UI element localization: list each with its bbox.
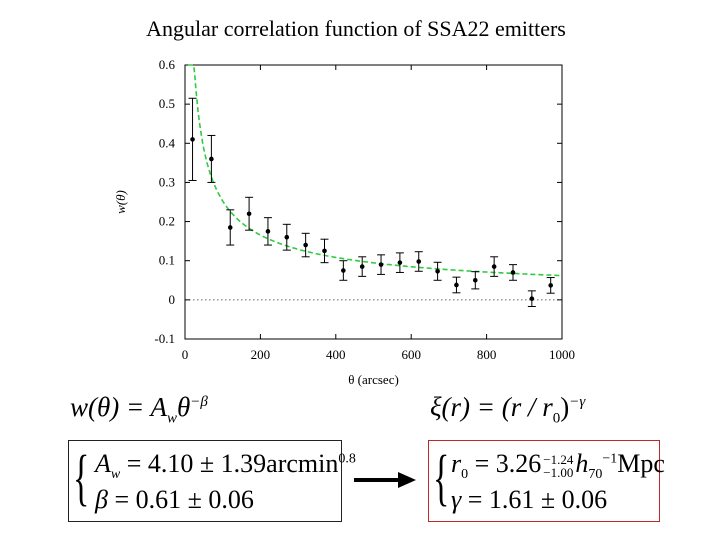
data-point — [190, 137, 195, 142]
data-point — [472, 277, 478, 283]
y-axis-label: w(θ) — [113, 190, 128, 214]
x-tick-label: 0 — [182, 347, 189, 362]
w-theta-equation: w(θ) = Awθ−β — [70, 392, 208, 427]
r0-var: r — [451, 449, 462, 478]
gamma-line: γ = 1.61 ± 0.06 — [451, 485, 607, 515]
r0-error-stack: −1.24 −1.00 — [543, 453, 573, 479]
x-tick-label: 1000 — [549, 347, 575, 362]
r0-unit: Mpc — [617, 449, 665, 478]
data-point — [548, 283, 553, 288]
beta-var: β — [95, 485, 108, 514]
data-point — [209, 156, 214, 162]
r0-err-up: −1.24 — [543, 452, 574, 468]
xi-eq-sub: 0 — [552, 410, 561, 427]
r0-err-down: −1.00 — [543, 465, 574, 481]
w-eq-lhs: w(θ) = A — [70, 392, 167, 422]
aw-unit-power: 0.8 — [338, 451, 356, 467]
y-tick-label: 0.6 — [159, 57, 176, 72]
left-brace: { — [73, 444, 90, 512]
aw-sub: w — [110, 467, 121, 483]
data-point — [435, 268, 440, 274]
aw-line: Aw = 4.10 ± 1.39arcmin0.8 — [95, 449, 356, 483]
y-tick-label: 0.1 — [159, 253, 175, 268]
h-sup: −1 — [602, 451, 618, 467]
y-tick-label: 0.5 — [159, 96, 175, 111]
data-point — [491, 264, 497, 269]
xi-eq-lhs: ξ(r) = (r / r — [430, 392, 553, 422]
h-var: h — [575, 449, 589, 478]
y-tick-label: -0.1 — [154, 331, 175, 346]
angular-fit-box: { Aw = 4.10 ± 1.39arcmin0.8 β = 0.61 ± 0… — [68, 440, 356, 522]
data-point — [454, 282, 459, 288]
w-eq-sup: −β — [190, 394, 208, 410]
data-point — [416, 259, 422, 264]
y-tick-label: 0 — [169, 292, 176, 307]
beta-value: = 0.61 ± 0.06 — [107, 485, 254, 514]
data-point — [341, 268, 346, 273]
w-eq-sub: w — [166, 410, 177, 427]
x-axis-label: θ (arcsec) — [348, 372, 399, 387]
data-point — [322, 248, 327, 254]
data-point — [265, 229, 271, 234]
r0-line: r0 = 3.26 −1.24 −1.00h70−1Mpc — [451, 449, 665, 483]
gamma-value: = 1.61 ± 0.06 — [461, 485, 608, 514]
r0-value: = 3.26 — [468, 449, 542, 478]
x-tick-label: 200 — [251, 347, 271, 362]
plot-frame — [184, 64, 563, 340]
data-point — [529, 296, 535, 301]
beta-line: β = 0.61 ± 0.06 — [95, 485, 254, 515]
right-brace: { — [433, 444, 450, 512]
data-point — [510, 270, 516, 275]
y-tick-label: 0.4 — [159, 135, 176, 150]
y-tick-label: 0.2 — [159, 214, 175, 229]
data-point — [284, 234, 290, 240]
r0-sub: 0 — [461, 467, 469, 483]
power-law-fit-line — [188, 64, 562, 277]
xi-r-equation: ξ(r) = (r / r0)−γ — [430, 392, 585, 427]
data-point — [227, 225, 233, 230]
x-tick-label: 800 — [477, 347, 497, 362]
data-point — [378, 262, 384, 267]
slide-title: Angular correlation function of SSA22 em… — [146, 16, 566, 41]
x-tick-label: 600 — [401, 347, 421, 362]
gamma-var: γ — [451, 485, 462, 514]
h-sub: 70 — [588, 467, 603, 483]
aw-value: = 4.10 ± 1.39arcmin — [120, 449, 339, 478]
data-point — [246, 211, 252, 217]
x-tick-label: 400 — [326, 347, 346, 362]
xi-eq-close: ) — [560, 392, 570, 422]
data-point — [359, 264, 365, 269]
data-point — [303, 242, 308, 248]
spatial-fit-box: { r0 = 3.26 −1.24 −1.00h70−1Mpc γ = 1.61 ±… — [428, 440, 665, 522]
aw-var: A — [95, 449, 111, 478]
y-tick-label: 0.3 — [159, 174, 175, 189]
xi-eq-sup: −γ — [569, 394, 586, 410]
data-point — [397, 260, 403, 265]
right-arrow-icon — [354, 472, 416, 488]
w-eq-theta: θ — [177, 392, 191, 422]
